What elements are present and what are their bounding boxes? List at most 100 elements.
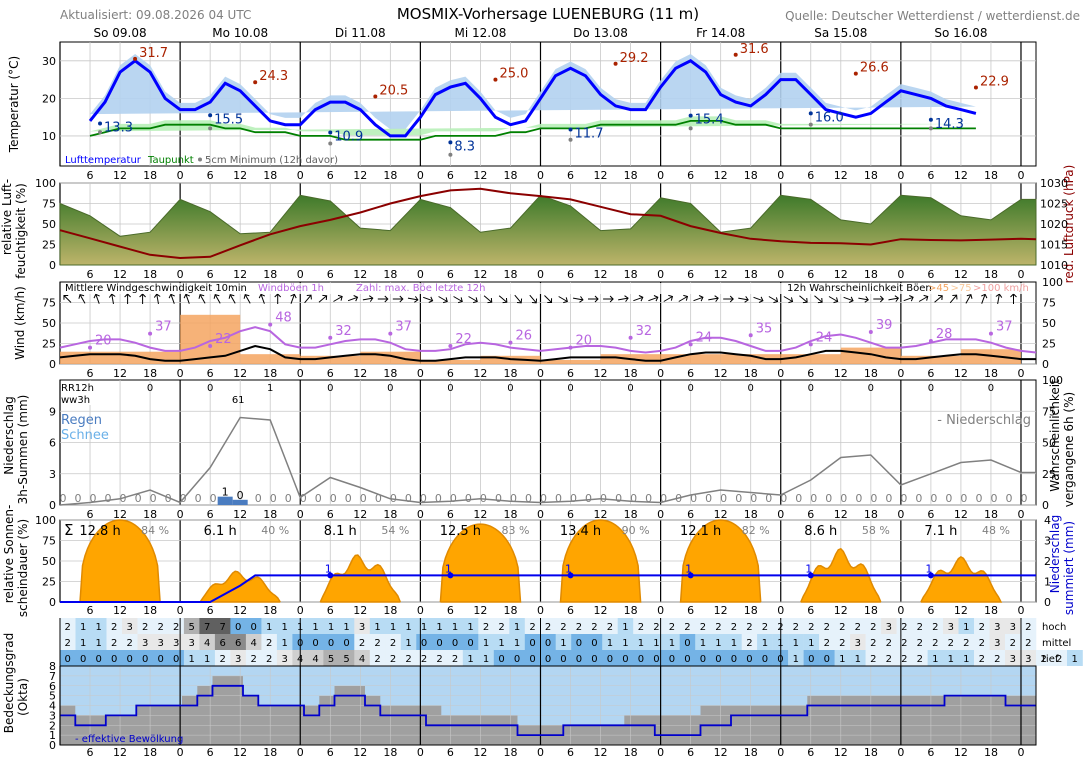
cloud-hour-tick: 6 [327,746,334,759]
tmax-point [613,61,618,66]
cloud-cell-value: 5 [343,654,349,665]
cloud-cell-value: 1 [855,654,861,665]
sun-precip-ytick: 4 [1044,514,1051,527]
wind-arrow-head [848,296,854,303]
cloud-hour-tick: 0 [297,746,304,759]
cloud-cell-value: 0 [824,654,830,665]
cloud-cell-value: 0 [808,654,814,665]
wind-arrow-shaft [468,296,478,302]
precip-sum-label: 0 [375,492,382,505]
wind-arrow [347,295,359,302]
precip-sum-marker [687,572,694,579]
cloud-cell-value: 0 [127,654,133,665]
wind-arrow-shaft [199,294,206,304]
cloud-cell-value: 2 [870,622,876,633]
tmax-point [373,94,378,99]
wind-arrow-shaft [949,294,957,304]
precip-sum-label: 0 [600,492,607,505]
sun-hour-tick: 0 [417,604,424,617]
wind-arrow-head [337,294,343,301]
cloud-cell-tief [586,650,603,666]
tmin-marker [328,130,333,135]
cloud-cell-value: 2 [1041,654,1047,665]
precip-sum-label: 0 [405,492,412,505]
rr12h-value: 0 [808,383,814,394]
wind-arrow-head [802,297,808,304]
cloud-cell-value: 3 [1010,622,1016,633]
tmin-marker [928,117,933,122]
wind-arrow-shaft [111,293,114,305]
cloud-cell-value: 2 [111,638,117,649]
max-gust-label: 37 [395,320,412,335]
cloud-cell-value: 1 [204,654,210,665]
wind-arrow [290,293,297,304]
wind-arrow [183,293,190,304]
wind-hour-tick: 18 [864,367,878,380]
cloud-cell-value: 1 [762,638,768,649]
sun-hour-tick: 0 [1017,604,1024,617]
cloud-cell-value: 2 [700,622,706,633]
hum-hour-tick: 6 [87,268,94,281]
wind-arrow-head [609,295,614,303]
wind-arrow-shaft [544,295,552,303]
day-label: Do 13.08 [573,26,628,40]
wind-arrow-head [322,294,328,301]
cloud-cell-tief [199,650,216,666]
temp-band-1 [90,116,976,136]
wind-arrow-head [995,293,1003,298]
wind-arrow-head [879,295,885,303]
cloud-hour-tick: 6 [87,746,94,759]
sun-hour-tick: 6 [807,604,814,617]
cloud-cell-value: 1 [622,622,628,633]
sun-ylabel-line: relative Sonnen- [2,505,16,604]
cloud-cell-hoch [989,618,1006,634]
cloud-cell-tief [354,650,371,666]
hum-hour-tick: 18 [624,268,638,281]
hum-hour-tick: 18 [864,268,878,281]
wind-arrow-head [368,295,374,302]
cloud-cell-hoch [369,618,386,634]
cloud-cell-tief [153,650,169,666]
max-gust-point [88,345,93,350]
cloud-cell-value: 0 [576,638,582,649]
precip-sum-marker-label: 1 [445,562,452,575]
cloud-cell-value: 4 [204,638,210,649]
cloud-cell-value: 1 [607,638,613,649]
max-gust-point [688,342,693,347]
sun-hour-tick: 18 [143,604,157,617]
cloud-cell-mittel [989,634,1006,650]
wind-arrow-shaft [828,296,838,302]
cloud-cell-hoch [338,618,355,634]
cloud-cell-value: 1 [374,622,380,633]
wind-arrow-shaft [934,295,943,303]
tmax-label: 31.7 [139,46,168,61]
cloud-hour-tick: 18 [383,746,397,759]
cloud-cell-hoch [943,618,959,634]
precip-sum-label: 0 [195,492,202,505]
cloud-hour-tick: 12 [233,746,247,759]
cloud-cell-hoch [106,618,123,634]
rr12h-value: 0 [748,383,754,394]
cloud-cell-mittel [819,634,835,650]
precip-sum-label: 0 [315,492,322,505]
windprob-ytick: 25 [1042,338,1056,351]
cloud-hour-tick: 6 [207,746,214,759]
gust-prob-bar [720,354,781,364]
tmin-point [208,126,213,131]
wind-arrow-head [414,296,419,303]
wind-arrow-head [788,297,794,304]
precip-sum-label: 0 [285,492,292,505]
precip-sum-label: 0 [435,492,442,505]
sunshine-area [679,519,762,603]
precip-bar-label: 0 [237,489,244,502]
max-gust-label: 22 [455,332,472,347]
wind-arrow-head [487,297,493,304]
cloud-cell-hoch [850,618,866,634]
cloud-cell-value: 2 [886,654,892,665]
wind-arrow-head [624,295,629,302]
wind-arrow-shaft [981,294,986,304]
wind-arrow-shaft [753,296,764,302]
max-gust-point [448,343,453,348]
sun-hour-tick: 0 [537,604,544,617]
precip-hour-tick: 6 [687,508,694,521]
